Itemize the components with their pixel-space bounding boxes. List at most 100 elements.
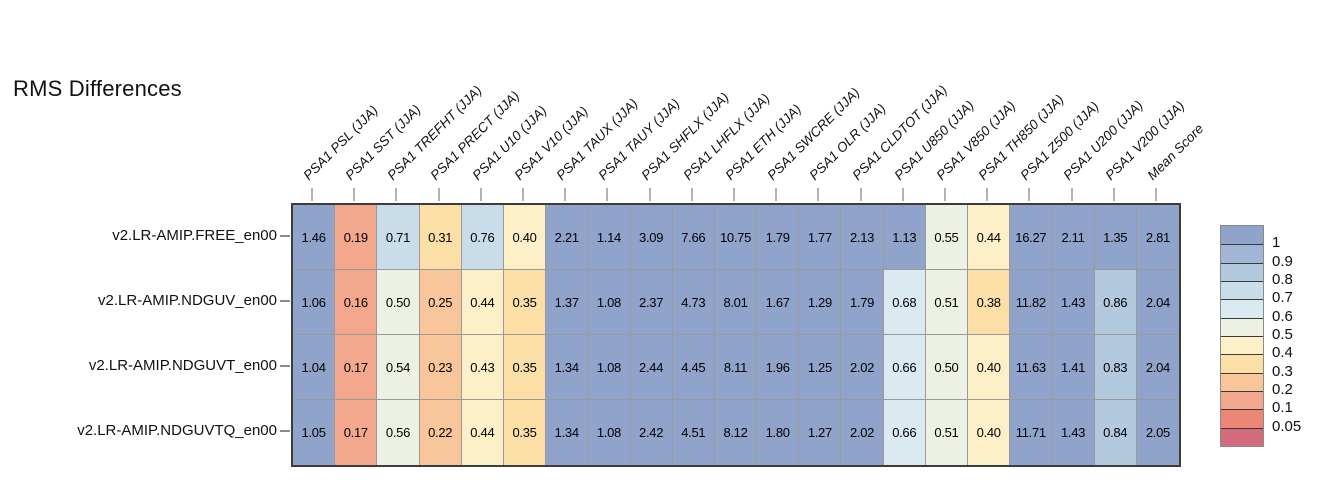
row-label: v2.LR-AMIP.NDGUVT_en00 [88, 356, 277, 374]
heatmap-cell: 2.04 [1136, 335, 1179, 400]
heatmap-cell: 0.35 [503, 270, 547, 335]
heatmap-cell: 1.34 [546, 400, 589, 465]
column-tick [859, 188, 862, 201]
legend-tick-label: 0.5 [1272, 325, 1293, 343]
heatmap-cell: 0.54 [377, 335, 420, 400]
heatmap-cell: 1.08 [588, 400, 631, 465]
heatmap-cell: 0.16 [335, 270, 378, 335]
column-label: PSA1 ETH (JJA) [722, 101, 805, 183]
heatmap-cell: 4.45 [672, 335, 715, 400]
legend-color-band [1221, 335, 1263, 355]
heatmap-cell: 2.05 [1136, 400, 1179, 465]
heatmap-cell: 0.19 [335, 205, 378, 270]
heatmap-cell: 0.40 [503, 205, 547, 270]
heatmap-cell: 0.35 [503, 335, 547, 400]
column-label: PSA1 V10 (JJA) [511, 103, 592, 183]
heatmap-cell: 0.55 [925, 205, 969, 270]
heatmap-cell: 11.63 [1010, 335, 1053, 400]
heatmap-cell: 0.44 [968, 205, 1011, 270]
column-label: PSA1 OLR (JJA) [806, 100, 889, 183]
heatmap-cell: 1.43 [1052, 400, 1095, 465]
column-tick [901, 188, 904, 201]
heatmap-cell: 0.22 [419, 400, 462, 465]
heatmap-cell: 0.51 [925, 270, 969, 335]
legend-colorbar [1220, 225, 1264, 447]
legend-color-band [1221, 262, 1263, 281]
chart-title: RMS Differences [13, 76, 182, 101]
legend-color-band [1221, 372, 1263, 391]
heatmap-cell: 0.31 [419, 205, 462, 270]
heatmap-cell: 16.27 [1010, 205, 1053, 270]
column-tick [648, 188, 651, 201]
column-tick [690, 188, 693, 201]
legend-tick-label: 0.05 [1272, 417, 1302, 435]
heatmap-cell: 0.56 [377, 400, 420, 465]
column-tick [775, 188, 778, 201]
heatmap-cell: 0.83 [1094, 335, 1137, 400]
heatmap-cell: 1.46 [293, 205, 336, 270]
heatmap-cell: 8.11 [714, 335, 758, 400]
heatmap-cell: 1.67 [757, 270, 800, 335]
heatmap-cell: 2.02 [841, 400, 884, 465]
column-label: PSA1 SST (JJA) [342, 101, 424, 183]
column-tick [437, 188, 440, 201]
column-tick [606, 188, 609, 201]
heatmap-cell: 1.04 [293, 335, 336, 400]
heatmap-cell: 3.09 [630, 205, 673, 270]
column-label: PSA1 Z500 (JJA) [1017, 98, 1103, 183]
column-label: PSA1 U10 (JJA) [469, 102, 550, 183]
legend-tick-label: 0.6 [1272, 307, 1293, 325]
legend-color-band [1221, 299, 1263, 318]
column-tick [564, 188, 567, 201]
column-label: PSA1 PSL (JJA) [300, 102, 381, 183]
legend-color-band [1221, 226, 1263, 245]
heatmap-cell: 0.66 [883, 400, 926, 465]
row-label: v2.LR-AMIP.NDGUVTQ_en00 [77, 421, 277, 439]
heatmap-cell: 1.06 [293, 270, 336, 335]
heatmap-cell: 0.43 [461, 335, 504, 400]
heatmap-cell: 2.02 [841, 335, 884, 400]
heatmap-cell: 10.75 [714, 205, 758, 270]
heatmap-cell: 1.43 [1052, 270, 1095, 335]
heatmap-cell: 0.71 [377, 205, 420, 270]
heatmap-cell: 0.38 [968, 270, 1011, 335]
heatmap-cell: 0.35 [503, 400, 547, 465]
heatmap-cell: 0.17 [335, 400, 378, 465]
column-tick [943, 188, 946, 201]
legend-tick-label: 0.7 [1272, 289, 1293, 307]
heatmap-cell: 4.73 [672, 270, 715, 335]
heatmap-cell: 0.25 [419, 270, 462, 335]
heatmap-cell: 1.27 [799, 400, 842, 465]
column-tick [1028, 188, 1031, 201]
heatmap-cell: 1.34 [546, 335, 589, 400]
legend-tick-label: 0.3 [1272, 362, 1293, 380]
heatmap-cell: 2.81 [1136, 205, 1179, 270]
legend-color-band [1221, 280, 1263, 300]
row-tick [280, 429, 290, 432]
column-tick [733, 188, 735, 201]
heatmap-cell: 2.21 [546, 205, 589, 270]
column-tick [986, 188, 989, 201]
heatmap-cell: 1.14 [588, 205, 631, 270]
heatmap-grid: 1.46 0.19 0.71 0.31 0.76 0.40 2.21 1.14 3.09 7.66… [291, 203, 1181, 467]
column-tick [1070, 188, 1073, 201]
heatmap-cell: 0.23 [419, 335, 462, 400]
row-label: v2.LR-AMIP.FREE_en00 [112, 226, 277, 244]
heatmap-cell: 1.08 [588, 335, 631, 400]
legend-tick-label: 0.4 [1272, 344, 1293, 362]
column-tick [311, 188, 314, 201]
legend-color-band [1221, 427, 1263, 446]
heatmap-cell: 7.66 [672, 205, 715, 270]
heatmap-cell: 0.66 [883, 335, 926, 400]
heatmap-cell: 1.77 [799, 205, 842, 270]
heatmap-cell: 1.35 [1094, 205, 1137, 270]
legend-color-band [1221, 390, 1263, 410]
heatmap-cell: 2.13 [841, 205, 884, 270]
row-tick [280, 364, 290, 367]
heatmap-cell: 1.05 [293, 400, 336, 465]
heatmap-cell: 1.29 [799, 270, 842, 335]
heatmap-cell: 4.51 [672, 400, 715, 465]
heatmap-cell: 2.42 [630, 400, 673, 465]
legend-tick-label: 0.9 [1272, 252, 1293, 270]
